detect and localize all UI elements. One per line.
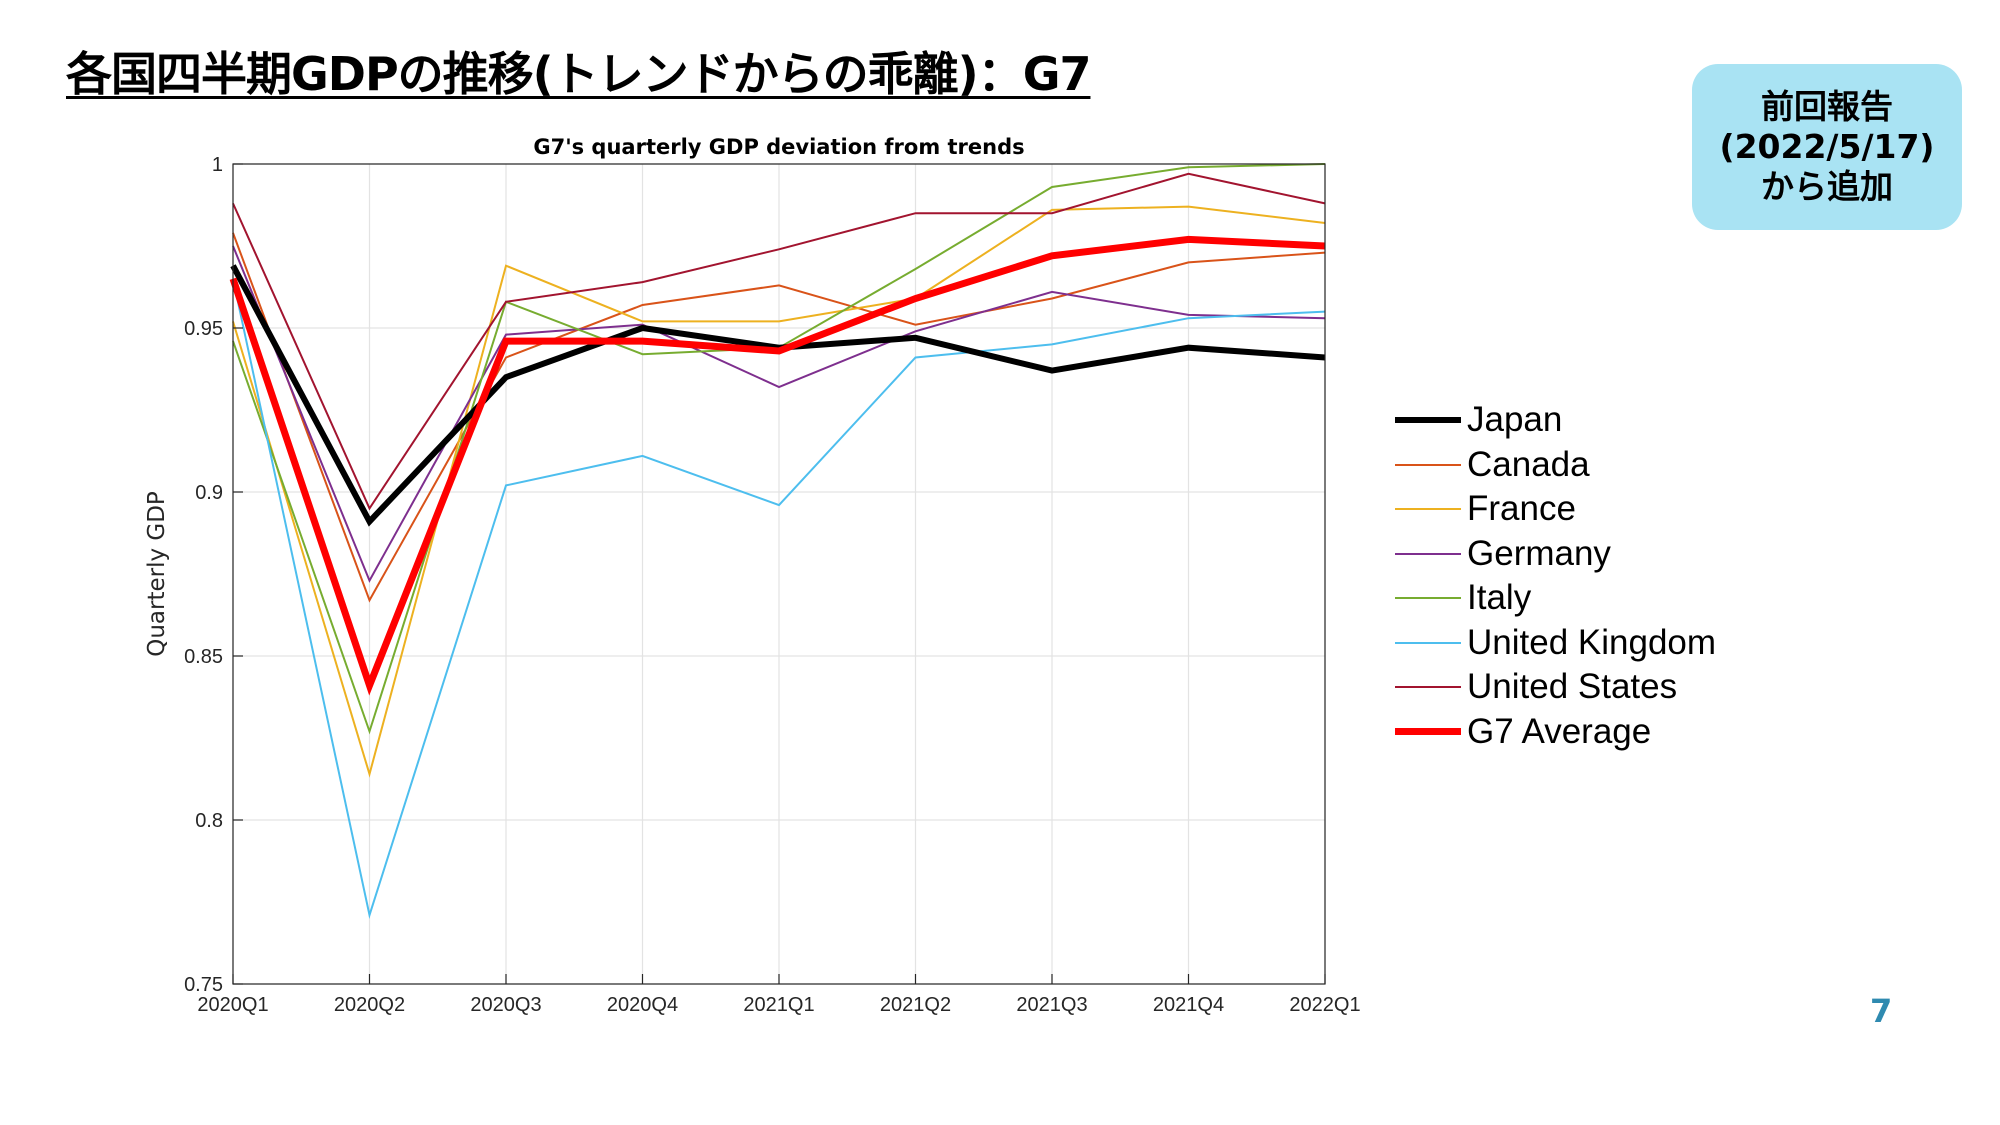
legend-swatch [1395, 728, 1461, 736]
y-tick-label: 0.85 [184, 646, 223, 668]
legend-label: Italy [1467, 578, 1532, 618]
y-tick-label: 0.8 [195, 810, 223, 832]
x-tick-label: 2021Q1 [743, 994, 814, 1016]
x-tick-label: 2020Q1 [197, 994, 268, 1016]
series-line-united-states [232, 172, 1326, 511]
axis-ticks: 2020Q1 2020Q2 2020Q3 2020Q4 2021Q1 2021Q2 2021… [184, 154, 1361, 1016]
x-tick-label: 2021Q4 [1153, 994, 1224, 1016]
legend-label: France [1467, 489, 1576, 529]
legend-swatch [1395, 417, 1461, 424]
series-line-united-kingdom [232, 278, 1326, 919]
previous-report-badge: 前回報告 (2022/5/17) から追加 [1692, 64, 1962, 230]
legend-item-g7-average: G7 Average [1395, 710, 1716, 755]
x-tick-label: 2020Q3 [470, 994, 541, 1016]
y-axis-label: Quarterly GDP [144, 491, 170, 657]
legend-item-united-states: United States [1395, 665, 1716, 710]
x-tick-label: 2021Q2 [880, 994, 951, 1016]
x-tick-label: 2022Q1 [1289, 994, 1360, 1016]
series-line-g7-average [229, 235, 1326, 696]
y-tick-label: 0.9 [195, 482, 223, 504]
series-line-canada [232, 232, 1326, 603]
legend-swatch [1395, 641, 1461, 644]
x-tick-label: 2020Q2 [334, 994, 405, 1016]
legend-swatch [1395, 686, 1461, 689]
legend-item-canada: Canada [1395, 443, 1716, 488]
legend-item-japan: Japan [1395, 398, 1716, 443]
chart-title: G7's quarterly GDP deviation from trends [533, 135, 1024, 159]
slide-title: 各国四半期GDPの推移(トレンドからの乖離)：G7 [66, 47, 1091, 101]
series-lines [229, 163, 1326, 919]
y-tick-label: 1 [212, 154, 223, 176]
legend-label: United Kingdom [1467, 622, 1717, 662]
chart-legend: Japan Canada France Germany Italy United King… [1395, 398, 1716, 754]
legend-label: Japan [1467, 400, 1563, 440]
legend-item-germany: Germany [1395, 532, 1716, 577]
legend-label: G7 Average [1467, 711, 1652, 751]
badge-line-1: 前回報告 [1761, 87, 1893, 126]
legend-item-italy: Italy [1395, 576, 1716, 621]
legend-swatch [1395, 552, 1461, 555]
legend-item-france: France [1395, 487, 1716, 532]
legend-label: United States [1467, 667, 1678, 707]
series-line-germany [232, 245, 1326, 583]
y-tick-label: 0.95 [184, 318, 223, 340]
legend-swatch [1395, 463, 1461, 466]
legend-label: Germany [1467, 533, 1611, 573]
x-tick-label: 2021Q3 [1016, 994, 1087, 1016]
series-line-france [232, 205, 1326, 778]
legend-item-united-kingdom: United Kingdom [1395, 621, 1716, 666]
y-tick-label: 0.75 [184, 974, 223, 996]
badge-line-2: (2022/5/17) [1719, 127, 1935, 166]
x-tick-label: 2020Q4 [607, 994, 678, 1016]
page-number: 7 [1870, 992, 1893, 1030]
legend-swatch [1395, 508, 1461, 511]
legend-label: Canada [1467, 444, 1590, 484]
badge-line-3: から追加 [1761, 167, 1893, 206]
legend-swatch [1395, 597, 1461, 600]
